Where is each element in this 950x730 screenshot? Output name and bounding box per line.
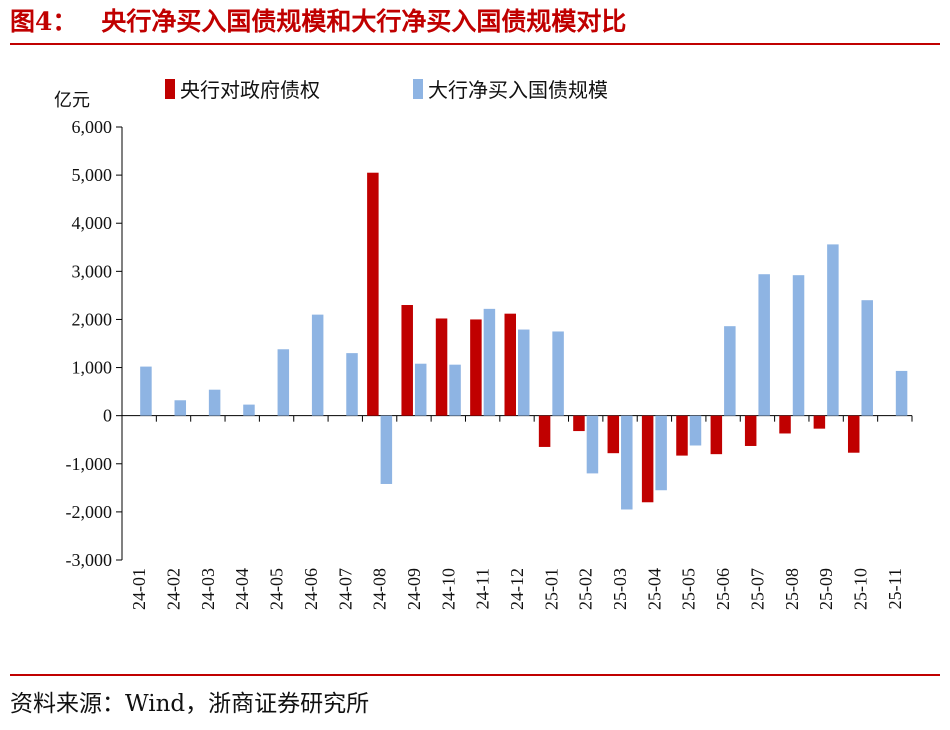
y-tick-label: 4,000: [72, 213, 113, 233]
x-tick-label: 25-03: [610, 568, 630, 610]
x-tick-label: 25-02: [576, 568, 596, 610]
x-tick-label: 24-08: [370, 568, 390, 610]
bar-central-bank: [710, 415, 723, 455]
y-tick-label: -3,000: [66, 550, 113, 570]
bar-central-bank: [779, 415, 791, 434]
legend-label-big-banks: 大行净买入国债规模: [428, 78, 608, 102]
x-tick-label: 25-01: [541, 568, 561, 610]
bar-big-banks: [243, 404, 255, 416]
bar-central-bank: [470, 319, 482, 416]
x-tick-label: 25-07: [747, 568, 767, 610]
bar-central-bank: [607, 415, 620, 454]
bar-big-banks: [827, 244, 839, 416]
legend-swatch-big-banks: [413, 79, 423, 99]
bar-big-banks: [208, 389, 221, 416]
x-tick-label: 24-10: [438, 568, 458, 610]
bar-big-banks: [380, 415, 393, 484]
x-tick-label: 24-05: [267, 568, 287, 610]
bar-central-bank: [538, 415, 551, 447]
y-tick-label: 1,000: [72, 358, 113, 378]
title-divider: [10, 43, 940, 45]
y-tick-label: 2,000: [72, 309, 113, 329]
figure-label: 图4：: [10, 7, 78, 36]
bar-big-banks: [346, 353, 358, 416]
x-tick-label: 24-09: [404, 568, 424, 610]
bar-central-bank: [401, 305, 413, 416]
bar-big-banks: [861, 300, 873, 416]
figure-title: 图4： 央行净买入国债规模和大行净买入国债规模对比: [10, 4, 626, 40]
bar-big-banks: [758, 274, 770, 416]
bar-central-bank: [573, 415, 585, 432]
bar-big-banks: [140, 366, 152, 416]
y-axis-title: 亿元: [54, 90, 90, 111]
y-tick-label: 5,000: [72, 165, 113, 185]
bar-central-bank: [367, 172, 379, 416]
bar-big-banks: [483, 308, 496, 416]
x-tick-label: 25-04: [644, 568, 664, 610]
legend-label-central-bank: 央行对政府债权: [180, 78, 320, 102]
y-tick-label: -1,000: [66, 454, 113, 474]
x-tick-label: 24-06: [301, 568, 321, 610]
y-tick-label: 3,000: [72, 261, 113, 281]
source-note: 资料来源：Wind，浙商证券研究所: [10, 691, 370, 717]
bar-big-banks: [518, 329, 530, 416]
legend-swatch-central-bank: [165, 79, 175, 99]
x-tick-label: 24-07: [335, 568, 355, 610]
bar-big-banks: [621, 415, 633, 510]
x-tick-label: 25-10: [850, 568, 870, 610]
bar-big-banks: [586, 415, 599, 474]
y-tick-label: 0: [103, 406, 112, 426]
x-tick-label: 25-11: [885, 568, 905, 609]
x-tick-label: 24-11: [473, 568, 493, 609]
bar-central-bank: [813, 415, 826, 429]
figure-title-text: 央行净买入国债规模和大行净买入国债规模对比: [101, 7, 627, 36]
bar-big-banks: [277, 349, 290, 416]
bar-central-bank: [847, 415, 860, 453]
x-tick-label: 25-08: [782, 568, 802, 610]
bar-central-bank: [744, 415, 757, 446]
bar-central-bank: [676, 415, 688, 456]
y-tick-label: 6,000: [72, 117, 113, 137]
bar-big-banks: [689, 415, 702, 446]
x-tick-label: 24-04: [232, 568, 252, 610]
y-tick-label: -2,000: [66, 502, 113, 522]
x-tick-label: 24-03: [198, 568, 218, 610]
x-tick-label: 24-02: [164, 568, 184, 610]
bar-big-banks: [655, 415, 667, 491]
bar-central-bank: [435, 318, 448, 416]
bar-big-banks: [724, 326, 736, 416]
bar-central-bank: [504, 313, 516, 416]
x-tick-label: 24-12: [507, 568, 527, 610]
bar-big-banks: [449, 364, 461, 416]
bar-big-banks: [895, 370, 908, 416]
bar-big-banks: [552, 331, 564, 416]
bar-big-banks: [174, 400, 187, 416]
bar-big-banks: [414, 363, 427, 416]
x-tick-label: 24-01: [129, 568, 149, 610]
x-tick-label: 25-05: [679, 568, 699, 610]
x-tick-label: 25-09: [816, 568, 836, 610]
source-divider: [10, 674, 940, 676]
bar-central-bank: [641, 415, 654, 503]
x-tick-label: 25-06: [713, 568, 733, 610]
bar-big-banks: [792, 275, 805, 416]
bar-big-banks: [311, 314, 324, 416]
